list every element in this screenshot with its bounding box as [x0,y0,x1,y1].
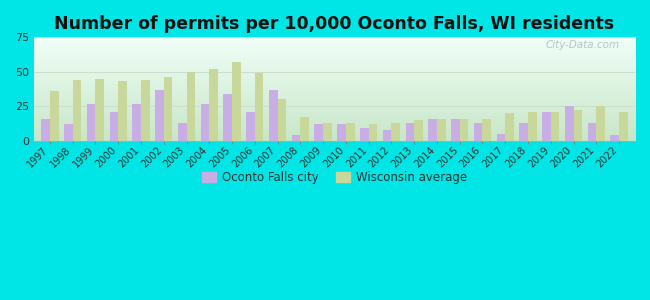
Bar [187,72,195,141]
Bar [224,94,232,141]
Bar [155,90,164,141]
Bar [278,99,286,141]
Bar [246,112,255,141]
Bar [610,135,619,141]
Bar [201,103,209,141]
Bar [391,123,400,141]
Bar [292,135,300,141]
Bar [110,112,118,141]
Bar [369,124,377,141]
Bar [551,112,560,141]
Bar [619,112,628,141]
Bar [232,62,240,141]
Legend: Oconto Falls city, Wisconsin average: Oconto Falls city, Wisconsin average [197,166,472,189]
Bar [337,124,346,141]
Bar [64,124,73,141]
Bar [164,77,172,141]
Bar [141,80,150,141]
Bar [428,119,437,141]
Bar [346,123,354,141]
Bar [300,117,309,141]
Bar [414,120,422,141]
Bar [41,119,50,141]
Bar [460,119,469,141]
Bar [255,73,263,141]
Bar [437,119,446,141]
Bar [573,110,582,141]
Bar [315,124,323,141]
Bar [497,134,505,141]
Bar [482,119,491,141]
Bar [474,123,482,141]
Bar [406,123,414,141]
Bar [542,112,551,141]
Bar [588,123,596,141]
Title: Number of permits per 10,000 Oconto Falls, WI residents: Number of permits per 10,000 Oconto Fall… [55,15,614,33]
Bar [323,123,332,141]
Text: City-Data.com: City-Data.com [546,40,620,50]
Bar [360,128,369,141]
Bar [87,103,96,141]
Bar [505,113,514,141]
Bar [209,69,218,141]
Bar [383,130,391,141]
Bar [96,79,104,141]
Bar [451,119,460,141]
Bar [596,106,605,141]
Bar [73,80,81,141]
Bar [528,112,537,141]
Bar [519,123,528,141]
Bar [565,106,573,141]
Bar [50,91,58,141]
Bar [269,90,278,141]
Bar [133,103,141,141]
Bar [118,82,127,141]
Bar [178,123,187,141]
